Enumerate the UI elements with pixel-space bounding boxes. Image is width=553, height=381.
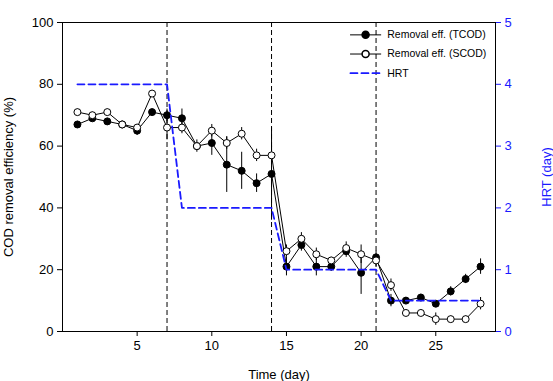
svg-text:Removal eff. (TCOD): Removal eff. (TCOD) [387,28,485,40]
svg-text:0: 0 [505,324,512,339]
svg-text:80: 80 [39,76,53,91]
svg-text:4: 4 [505,76,512,91]
svg-text:HRT (day): HRT (day) [539,147,553,206]
svg-text:25: 25 [429,338,443,353]
svg-text:0: 0 [46,324,53,339]
svg-text:2: 2 [505,200,512,215]
svg-text:15: 15 [279,338,293,353]
svg-text:3: 3 [505,138,512,153]
svg-text:Time (day): Time (day) [248,367,310,381]
svg-text:Removal eff. (SCOD): Removal eff. (SCOD) [387,47,486,59]
svg-text:40: 40 [39,200,53,215]
svg-text:10: 10 [205,338,219,353]
svg-text:COD removal efficiency (%): COD removal efficiency (%) [1,97,16,257]
svg-text:60: 60 [39,138,53,153]
svg-text:20: 20 [354,338,368,353]
svg-text:100: 100 [32,15,54,30]
svg-text:1: 1 [505,262,512,277]
svg-text:HRT: HRT [387,67,409,79]
svg-text:5: 5 [134,338,141,353]
svg-text:20: 20 [39,262,53,277]
svg-text:5: 5 [505,15,512,30]
